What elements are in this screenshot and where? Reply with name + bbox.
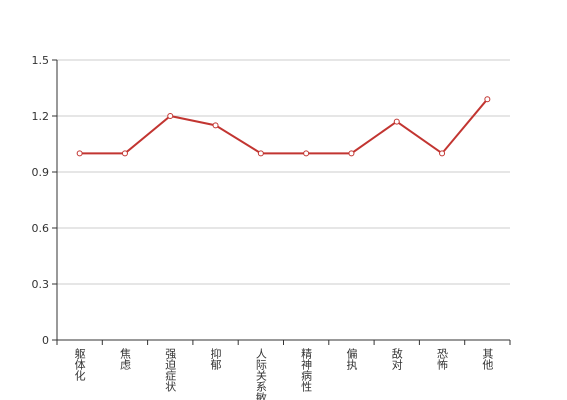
- y-tick-label: 0.6: [32, 222, 50, 235]
- point: [257, 150, 264, 157]
- point: [303, 150, 310, 157]
- x-tick-label: 人际关系敏感: [254, 348, 267, 400]
- point: [439, 150, 446, 157]
- x-tick-label: 强迫症状: [164, 348, 177, 392]
- point: [76, 150, 83, 157]
- point: [167, 113, 174, 119]
- point: [348, 150, 355, 157]
- x-tick-label: 其他: [481, 348, 494, 370]
- point: [393, 118, 400, 125]
- y-tick-label: 1.5: [32, 54, 50, 67]
- x-tick-label: 敌对: [390, 347, 403, 370]
- point: [121, 150, 128, 157]
- y-tick-label: 0.9: [32, 166, 50, 179]
- x-tick-label: 精神病性: [300, 348, 313, 393]
- point: [484, 96, 491, 103]
- y-tick-label: 0: [42, 334, 49, 347]
- y-tick-label: 1.2: [32, 110, 50, 123]
- line: [79, 98, 489, 155]
- x-tick-label: 抑郁: [209, 347, 222, 370]
- x-tick-label: 偏执: [345, 347, 358, 371]
- x-tick-label: 躯体化: [73, 348, 86, 382]
- x-tick-label: 焦虑: [118, 348, 131, 370]
- x-tick-label: 恐怖: [436, 348, 449, 370]
- y-tick-label: 0.3: [32, 278, 50, 291]
- point: [212, 122, 219, 129]
